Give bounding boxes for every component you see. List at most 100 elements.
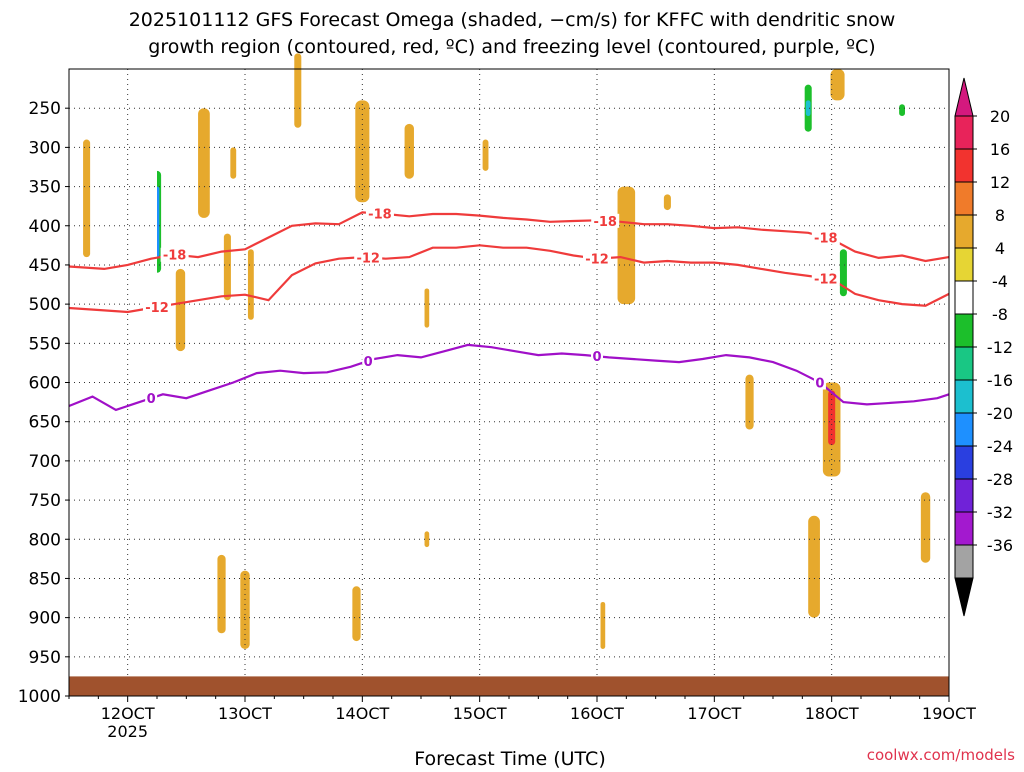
freezing-level-contour-label-bg [591,349,603,364]
dgz-minus12-contour-label-bg [811,271,840,286]
colorbar-swatch [954,148,974,183]
y-tick-label: 900 [29,609,61,629]
colorbar-swatch [954,445,974,480]
colorbar-swatch [954,280,974,315]
dgz-minus18-contour-label: -18 [814,232,838,247]
omega-cell [808,515,820,618]
colorbar-swatch [954,478,974,513]
y-tick-label: 750 [29,491,61,511]
freezing-level-contour-label-bg [145,391,158,406]
y-tick-label: 700 [29,452,61,472]
colorbar-swatch [954,313,974,348]
omega-cell [404,123,414,179]
dgz-minus18-contour-label-bg [811,230,840,245]
omega-shading-layer [83,53,948,657]
x-tick-label: 17OCT [687,704,741,723]
dgz-minus18-contour-label: -18 [368,208,392,223]
y-tick-label: 250 [29,99,61,119]
ground-surface [69,676,949,696]
x-tick-label: 13OCT [218,704,272,723]
dgz-minus18-contour [68,211,950,271]
colorbar-label: -24 [987,437,1013,456]
colorbar-swatch [954,379,974,414]
colorbar-label: 4 [995,239,1005,258]
omega-cell [895,84,910,156]
omega-cell [223,233,231,301]
x-tick-label: 16OCT [570,704,624,723]
colorbar-swatch [954,247,974,282]
colorbar-label: -8 [992,305,1008,324]
colorbar-swatch [954,115,974,150]
omega-cell [663,194,671,211]
colorbar-swatch [954,544,974,579]
omega-cell [138,241,145,352]
colorbar-label: 8 [995,206,1005,225]
chart-title-line-2: growth region (contoured, red, ºC) and f… [148,36,875,58]
y-tick-label: 450 [29,256,61,276]
colorbar-label: -12 [987,338,1013,357]
colorbar-label: -32 [987,503,1013,522]
omega-cell [828,390,836,446]
colorbar-label: -28 [987,470,1013,489]
x-tick-label: 15OCT [453,704,507,723]
omega-cell [117,562,127,649]
colorbar-label: -4 [992,272,1008,291]
freezing-level-contour-label-bg [362,353,375,368]
x-tick-label: 18OCT [805,704,859,723]
colorbar-swatch [954,214,974,249]
x-axis-label: Forecast Time (UTC) [414,748,605,768]
omega-cell [294,53,302,128]
credit-link[interactable]: coolwx.com/models [867,746,1015,764]
y-tick-label: 1000 [18,687,61,707]
x-tick-label: 14OCT [335,704,389,723]
colorbar-label: -16 [987,371,1013,390]
omega-cell [830,69,845,101]
y-tick-label: 400 [29,217,61,237]
dgz-minus12-contour-label-bg [583,251,611,266]
omega-cell [175,268,186,352]
omega-cell [247,249,254,320]
colorbar-label: -36 [987,536,1013,555]
freezing-level-contour-label: 0 [147,392,156,407]
x-tick-label: 12OCT [101,704,155,723]
dgz-minus12-contour-label-bg [143,300,171,315]
ground-layer [69,676,949,696]
omega-cell [845,186,853,242]
omega-cell [217,554,226,634]
colorbar-bottom-arrow [954,577,974,617]
dgz-minus12-contour-label: -12 [145,301,169,316]
omega-cell [805,100,811,117]
omega-cell [264,163,272,242]
dgz-minus12-contour-label: -12 [814,272,838,287]
freezing-level-contour-label: 0 [815,377,824,392]
y-tick-label: 300 [29,138,61,158]
y-tick-label: 800 [29,530,61,550]
freezing-level-contour-label-bg [813,375,826,390]
omega-cell [897,460,907,540]
y-tick-label: 550 [29,334,61,354]
omega-cell [938,515,948,548]
grid-layer [69,69,949,696]
colorbar-label: -20 [987,404,1013,423]
omega-cell [745,374,754,430]
y-axis: 250 300 350 400 450 500 550 600 650 700 750 800 850 9… [18,99,69,707]
omega-cell [145,135,157,281]
colorbar-label: 12 [990,173,1010,192]
dgz-minus18-contour-label-bg [365,206,394,221]
freezing-level-contour [68,343,950,412]
dgz-minus18-contour-label-bg [160,247,189,262]
omega-cell [424,531,430,548]
omega-cell [230,147,237,179]
omega-cell [831,492,844,602]
omega-cell [738,163,749,226]
colorbar-swatch [954,511,974,546]
omega-cell [920,492,931,563]
contour-layer: -18 -18 -18 -18 -12 -12 -12 -12 0 0 0 0 [68,206,950,412]
colorbar-label: 16 [990,140,1010,159]
dgz-minus18-contour-label-bg [591,213,620,228]
y-tick-label: 500 [29,295,61,315]
dgz-minus12-contour-label: -12 [585,253,609,268]
colorbar-label: 20 [990,107,1010,126]
